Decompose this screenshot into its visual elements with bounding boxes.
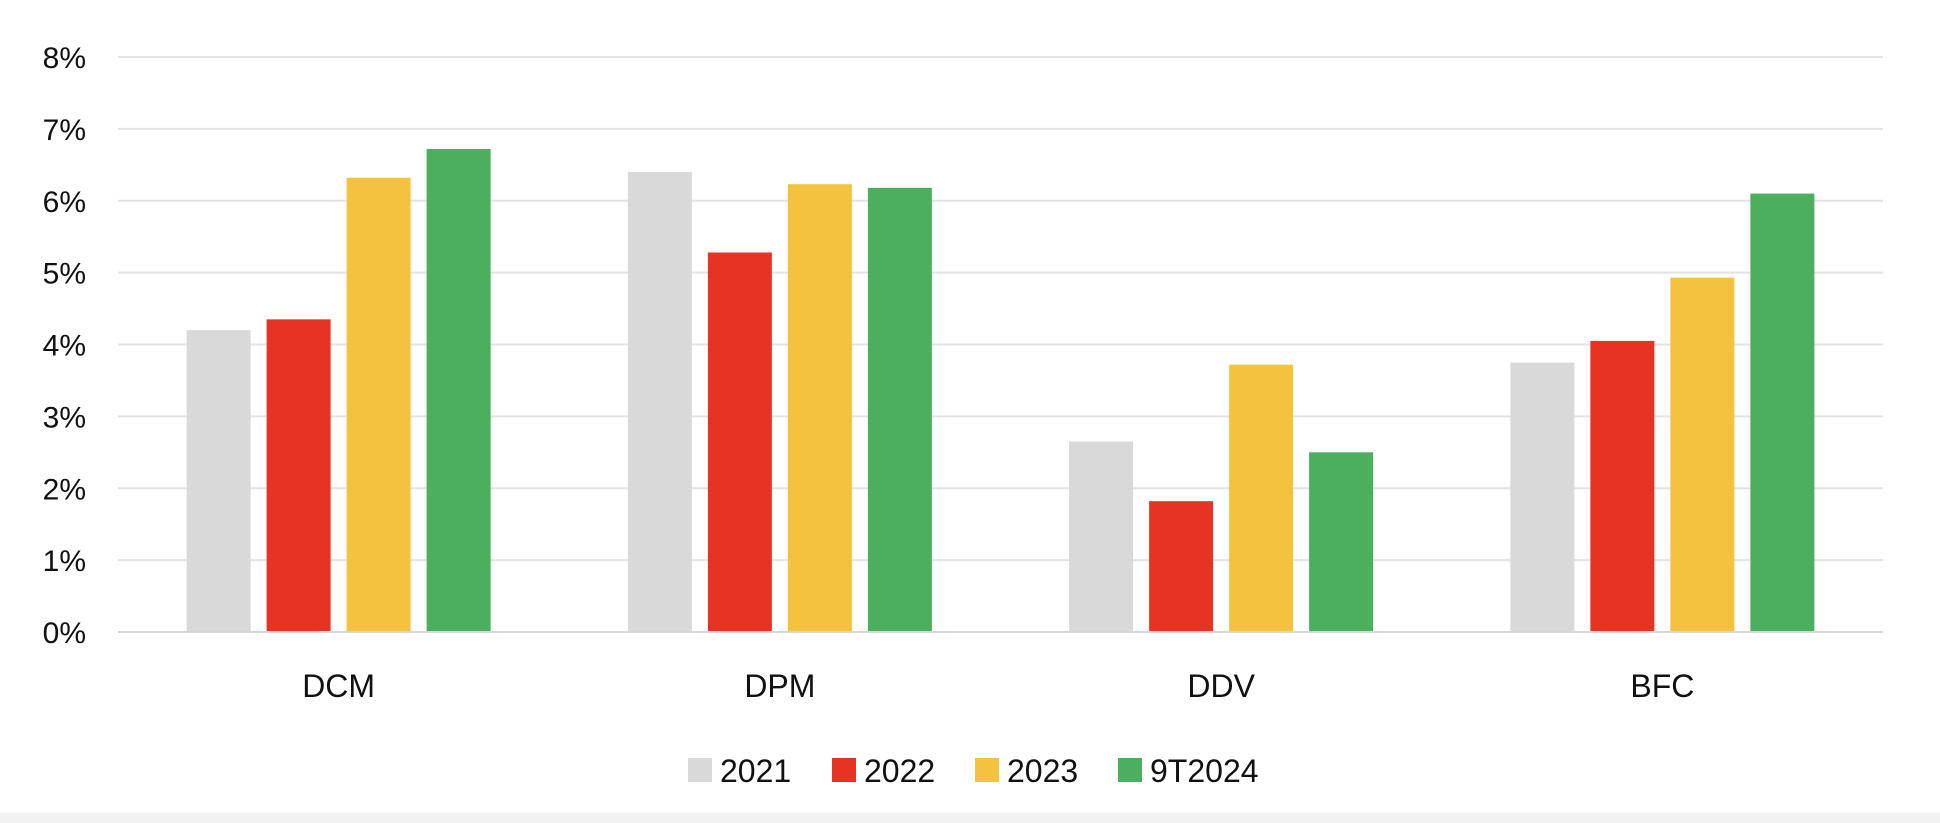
bar-dcm-9t2024 <box>426 149 491 632</box>
legend-swatch <box>832 758 856 782</box>
legend-label: 2023 <box>1007 753 1078 789</box>
y-tick-label: 6% <box>43 186 86 219</box>
gridlines <box>118 56 1883 562</box>
bar-dpm-2021 <box>627 172 692 632</box>
bar-ddv-9t2024 <box>1309 452 1374 632</box>
x-category-label: DDV <box>1187 668 1255 704</box>
bar-dcm-2021 <box>186 330 251 632</box>
bar-dpm-2023 <box>787 184 852 632</box>
y-tick-label: 3% <box>43 401 86 434</box>
bar-dpm-9t2024 <box>867 187 932 632</box>
legend-label: 2022 <box>864 753 935 789</box>
legend-label: 9T2024 <box>1150 753 1259 789</box>
bar-bfc-2021 <box>1510 362 1575 632</box>
legend-label: 2021 <box>720 753 791 789</box>
bar-ddv-2022 <box>1149 501 1214 632</box>
bar-ddv-2023 <box>1229 364 1294 632</box>
y-tick-label: 8% <box>43 42 86 75</box>
bar-dcm-2022 <box>266 319 331 632</box>
y-tick-label: 2% <box>43 473 86 506</box>
bar-ddv-2021 <box>1069 441 1134 632</box>
legend-item-9t2024: 9T2024 <box>1118 753 1259 789</box>
bar-dcm-2023 <box>346 177 411 632</box>
bar-bfc-9t2024 <box>1750 193 1815 632</box>
x-axis-categories: DCM DPM DDV BFC <box>302 668 1694 704</box>
x-category-label: BFC <box>1630 668 1694 704</box>
legend-swatch <box>1118 758 1142 782</box>
legend-item-2023: 2023 <box>975 753 1078 789</box>
x-category-label: DCM <box>302 668 375 704</box>
legend: 2021 2022 2023 9T2024 <box>688 753 1259 789</box>
y-axis-ticks: 0% 1% 2% 3% 4% 5% 6% 7% 8% <box>43 42 86 650</box>
legend-item-2022: 2022 <box>832 753 935 789</box>
legend-swatch <box>975 758 999 782</box>
y-tick-label: 5% <box>43 258 86 291</box>
bottom-divider <box>0 813 1940 823</box>
bar-dpm-2022 <box>707 252 772 632</box>
y-tick-label: 4% <box>43 330 86 363</box>
y-tick-label: 0% <box>43 617 86 650</box>
bar-bfc-2023 <box>1670 277 1735 632</box>
y-tick-label: 1% <box>43 545 86 578</box>
bar-bfc-2022 <box>1590 340 1655 632</box>
legend-item-2021: 2021 <box>688 753 791 789</box>
legend-swatch <box>688 758 712 782</box>
bars <box>186 149 1815 632</box>
y-tick-label: 7% <box>43 114 86 147</box>
x-category-label: DPM <box>744 668 815 704</box>
